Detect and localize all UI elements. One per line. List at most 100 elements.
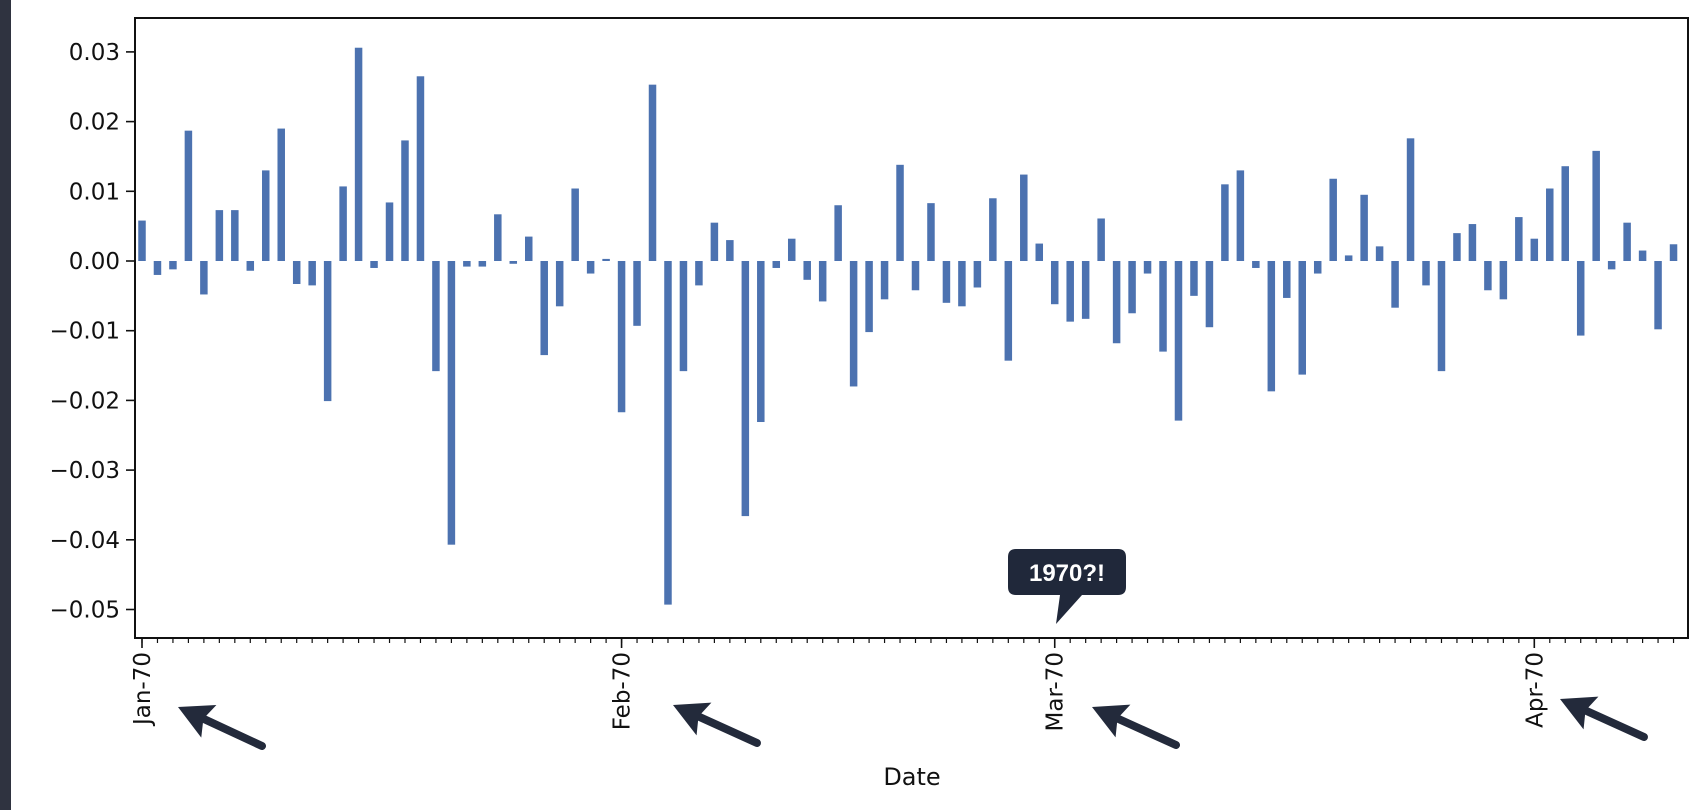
bar [184, 130, 193, 261]
bar [1530, 238, 1539, 261]
bar [447, 261, 456, 545]
bar [1066, 261, 1074, 322]
bar [385, 202, 394, 261]
arrow-shaft [1113, 714, 1180, 749]
bar [1561, 166, 1569, 261]
bar [1313, 261, 1322, 274]
bar [1391, 261, 1399, 308]
arrow-shaft [694, 712, 761, 747]
bar [679, 261, 688, 372]
bar [911, 261, 920, 291]
y-tick-label: −0.01 [50, 319, 120, 345]
bar [1004, 261, 1013, 361]
bar [633, 261, 641, 326]
y-tick-label: −0.03 [50, 458, 120, 484]
bar [648, 84, 657, 261]
callout-bubble [1008, 549, 1126, 624]
x-tick-label: Feb-70 [610, 652, 636, 730]
bar [494, 214, 502, 261]
y-tick-label: 0.02 [69, 110, 120, 136]
bar [1669, 244, 1678, 261]
bar [586, 261, 595, 274]
bar [1283, 261, 1291, 298]
bar [942, 261, 951, 303]
bar [741, 261, 750, 517]
bar [1252, 261, 1260, 268]
bar [973, 261, 982, 288]
bar [989, 198, 997, 261]
bar [138, 220, 146, 261]
bar [695, 261, 703, 286]
arrow-head [1560, 696, 1599, 730]
bar [1128, 261, 1136, 314]
bar [1267, 261, 1276, 392]
bar [354, 47, 363, 261]
bar [1484, 261, 1492, 291]
arrow-head [1092, 704, 1131, 738]
y-tick-label: −0.02 [50, 388, 120, 414]
bar [1329, 178, 1337, 261]
bar [246, 261, 255, 271]
callout-annotation: 1970?! [1008, 549, 1126, 624]
window-edge [0, 0, 11, 810]
bar [927, 203, 935, 261]
bar [1654, 261, 1662, 330]
bar [1344, 255, 1353, 261]
bar [1112, 261, 1121, 344]
bar [416, 76, 425, 261]
bar [1422, 261, 1430, 286]
bar [1298, 261, 1306, 375]
x-axis: Jan-70 Feb-70 Mar-70 Apr-70 [130, 638, 1675, 732]
bar [1453, 233, 1461, 261]
bar [339, 186, 347, 261]
bar [834, 205, 842, 261]
bar [200, 261, 208, 295]
bar [1143, 261, 1152, 274]
y-tick-label: 0.00 [69, 249, 120, 275]
bar [1515, 217, 1523, 261]
bar [169, 261, 177, 270]
bar [896, 164, 904, 261]
bar [1546, 188, 1554, 261]
bar [880, 261, 889, 300]
bar [787, 238, 796, 261]
arrow-head [178, 704, 217, 738]
bar [1375, 246, 1384, 261]
bar [1499, 261, 1508, 300]
callout-text: 1970?! [1029, 560, 1105, 587]
bar [617, 261, 626, 413]
x-tick-label: Apr-70 [1522, 652, 1548, 728]
bar [1607, 261, 1616, 270]
plot-area-frame [134, 17, 1689, 639]
bar [323, 261, 332, 402]
arrow-head [673, 702, 712, 736]
bar [262, 170, 270, 261]
arrow-shaft [199, 714, 266, 750]
x-tick-label: Mar-70 [1043, 652, 1069, 732]
bar [1159, 261, 1167, 352]
bar [308, 261, 316, 286]
x-axis-title: Date [883, 763, 940, 791]
bar [231, 210, 239, 261]
bar [540, 261, 548, 356]
bar [1468, 224, 1477, 261]
bar [1205, 261, 1214, 328]
bar [1174, 261, 1183, 421]
y-tick-label: 0.03 [69, 40, 120, 66]
bar [1638, 250, 1647, 261]
y-tick-label: −0.04 [50, 528, 120, 554]
bar [1592, 150, 1600, 261]
bar [432, 261, 440, 372]
bar [277, 128, 285, 261]
bar [1020, 174, 1028, 261]
bar [1406, 138, 1415, 261]
bar [215, 210, 224, 261]
x-tick-label: Jan-70 [130, 652, 156, 727]
bar [710, 222, 719, 261]
bar [463, 261, 471, 267]
bar [726, 240, 734, 261]
y-axis: 0.03 0.02 0.01 0.00 −0.01 −0.02 −0.03 −0.04 −0.0… [50, 40, 135, 624]
bar [401, 140, 409, 261]
